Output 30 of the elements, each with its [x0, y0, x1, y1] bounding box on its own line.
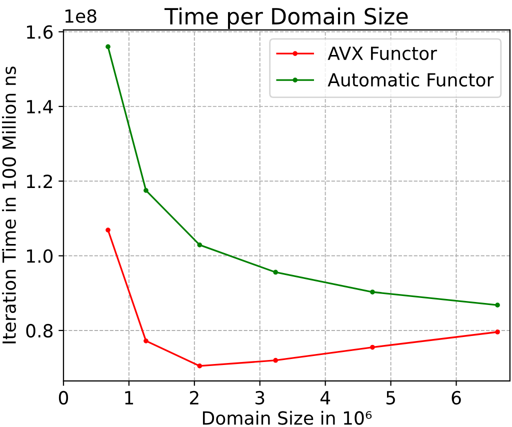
point [495, 302, 500, 308]
x-tick-label: 4 [320, 391, 330, 404]
x-tick-label: 0 [58, 390, 68, 405]
point [370, 344, 375, 350]
y-axis-title: Iteration Time in 100 Million ns [2, 66, 16, 344]
x-tick-label: 1 [125, 391, 134, 404]
point [106, 228, 110, 232]
point [370, 290, 375, 294]
x-tick-label: 5 [386, 391, 395, 405]
y-tick-label: 1.6 [27, 25, 53, 39]
point [495, 330, 500, 334]
text: 1e8 [65, 9, 96, 23]
point [273, 358, 278, 363]
point [106, 44, 110, 50]
legend-label: AVX Functor [328, 46, 438, 60]
y-tick-label: 0.8 [26, 324, 53, 338]
legend-label: Automatic Functor [328, 72, 494, 87]
point [273, 270, 278, 275]
point [144, 188, 148, 193]
chart-title: Time per Domain Size [164, 7, 408, 29]
point [197, 364, 202, 368]
y-tick-label: 1.0 [27, 249, 53, 263]
x-axis-title: Domain Size in 10⁶ [202, 410, 372, 425]
y-tick-label: 1.2 [27, 174, 52, 188]
x-tick-label: 6 [452, 390, 461, 405]
y-tick-label: 1.4 [27, 100, 53, 114]
point [197, 242, 202, 248]
x-tick-label: 2 [190, 390, 198, 404]
point [144, 338, 148, 344]
x-tick-label: 3 [256, 390, 264, 405]
